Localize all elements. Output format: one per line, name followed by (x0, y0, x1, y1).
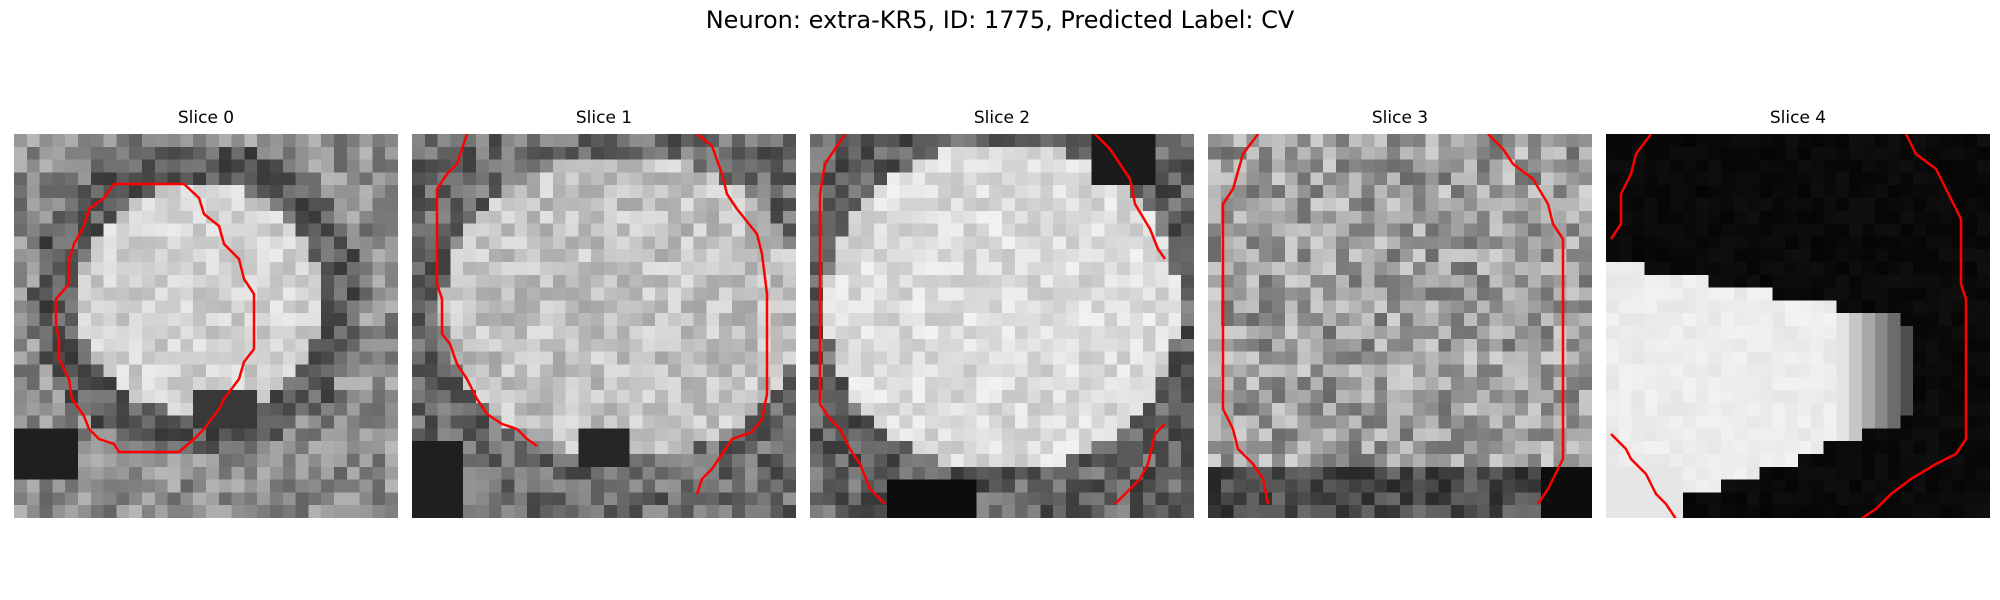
slice-title: Slice 4 (1606, 108, 1990, 128)
slice-image (1606, 134, 1990, 518)
slice-title: Slice 3 (1208, 108, 1592, 128)
slice-title: Slice 0 (14, 108, 398, 128)
slice-image (412, 134, 796, 518)
slice-title: Slice 1 (412, 108, 796, 128)
slice-image (810, 134, 1194, 518)
slice-image (14, 134, 398, 518)
slice-image (1208, 134, 1592, 518)
slice-title: Slice 2 (810, 108, 1194, 128)
figure-title: Neuron: extra-KR5, ID: 1775, Predicted L… (0, 6, 2000, 34)
